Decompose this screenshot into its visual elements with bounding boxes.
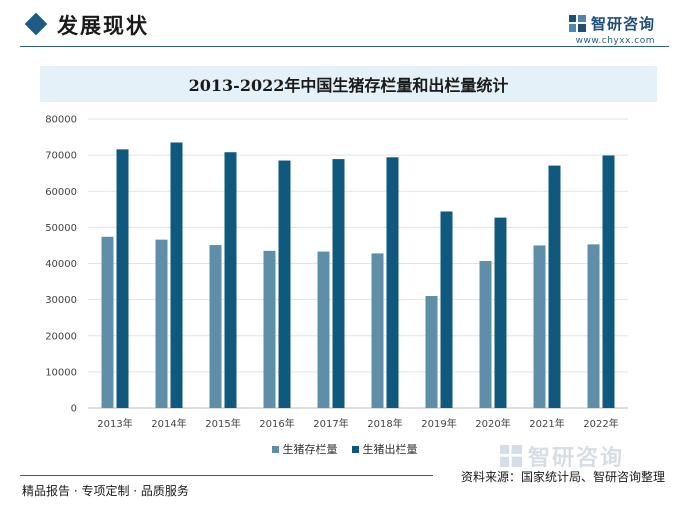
- x-tick-label: 2013年: [97, 417, 132, 430]
- bar-stock: [371, 253, 384, 408]
- watermark-logo-icon: [500, 445, 522, 467]
- legend-item-slaughter: 生猪出栏量: [351, 441, 418, 457]
- bar-stock: [101, 236, 114, 408]
- y-tick-label: 10000: [45, 367, 77, 378]
- header-divider: [20, 46, 669, 47]
- x-tick-label: 2022年: [583, 417, 618, 430]
- x-tick-label: 2020年: [475, 417, 510, 430]
- bar-stock: [587, 244, 600, 408]
- bar-slaughter: [278, 160, 291, 408]
- legend-label-slaughter: 生猪出栏量: [362, 443, 418, 456]
- header: 发展现状 智研咨询 www.chyxx.com: [0, 0, 689, 48]
- chart-title: 2013-2022年中国生猪存栏量和出栏量统计: [188, 76, 509, 95]
- x-tick-label: 2021年: [529, 417, 564, 430]
- brand-name: 智研咨询: [590, 15, 655, 33]
- y-tick-label: 60000: [45, 187, 77, 198]
- brand-logo: 智研咨询: [568, 13, 655, 34]
- bar-slaughter: [440, 211, 453, 408]
- grid-lines: [88, 118, 628, 409]
- legend-label-stock: 生猪存栏量: [282, 443, 338, 456]
- bar-slaughter: [116, 149, 129, 408]
- chart-title-bar: 2013-2022年中国生猪存栏量和出栏量统计: [40, 66, 657, 102]
- y-tick-label: 0: [71, 404, 77, 415]
- y-tick-label: 40000: [45, 259, 77, 270]
- bar-stock: [317, 251, 330, 408]
- y-tick-label: 50000: [45, 223, 77, 234]
- bar-stock: [533, 245, 546, 408]
- x-axis-ticks: 2013年 2014年 2015年 2016年 2017年 2018年 2019年 2020年…: [97, 417, 618, 430]
- y-tick-label: 70000: [45, 151, 77, 162]
- bar-stock: [209, 245, 222, 408]
- y-tick-label: 20000: [45, 331, 77, 342]
- x-tick-label: 2019年: [421, 417, 456, 430]
- bar-slaughter: [548, 165, 561, 408]
- watermark-logo: 智研咨询: [500, 440, 624, 472]
- brand-url: www.chyxx.com: [575, 36, 655, 46]
- section-title: 发展现状: [57, 14, 149, 38]
- y-axis-ticks: 0 10000 20000 30000 40000 50000 60000 70000 8000…: [45, 115, 77, 415]
- footer-tagline: 精品报告 · 专项定制 · 品质服务: [22, 484, 189, 498]
- legend-swatch-stock: [271, 445, 279, 453]
- bar-stock: [155, 239, 168, 408]
- legend: 生猪存栏量 生猪出栏量: [0, 441, 689, 457]
- x-tick-label: 2018年: [367, 417, 402, 430]
- bar-stock: [263, 250, 276, 408]
- bar-slaughter: [224, 152, 237, 408]
- bar-stock: [425, 296, 438, 408]
- bar-chart: 0 10000 20000 30000 40000 50000 60000 70000 8000…: [45, 115, 628, 430]
- bar-stock: [479, 260, 492, 408]
- bar-slaughter: [170, 142, 183, 408]
- y-tick-label: 30000: [45, 295, 77, 306]
- y-tick-label: 80000: [45, 115, 77, 126]
- bar-slaughter: [332, 159, 345, 408]
- x-tick-label: 2016年: [259, 417, 294, 430]
- x-tick-label: 2015年: [205, 417, 240, 430]
- bar-slaughter: [602, 155, 615, 408]
- watermark-name: 智研咨询: [528, 446, 625, 471]
- brand-logo-icon: [568, 15, 586, 32]
- legend-swatch-slaughter: [351, 445, 359, 453]
- bars: [101, 142, 615, 408]
- bar-slaughter: [494, 217, 507, 408]
- footer-divider: [20, 475, 433, 476]
- x-tick-label: 2014年: [151, 417, 186, 430]
- x-tick-label: 2017年: [313, 417, 348, 430]
- legend-item-stock: 生猪存栏量: [271, 441, 338, 457]
- source-note: 资料来源：国家统计局、智研咨询整理: [460, 470, 665, 484]
- bar-slaughter: [386, 157, 399, 408]
